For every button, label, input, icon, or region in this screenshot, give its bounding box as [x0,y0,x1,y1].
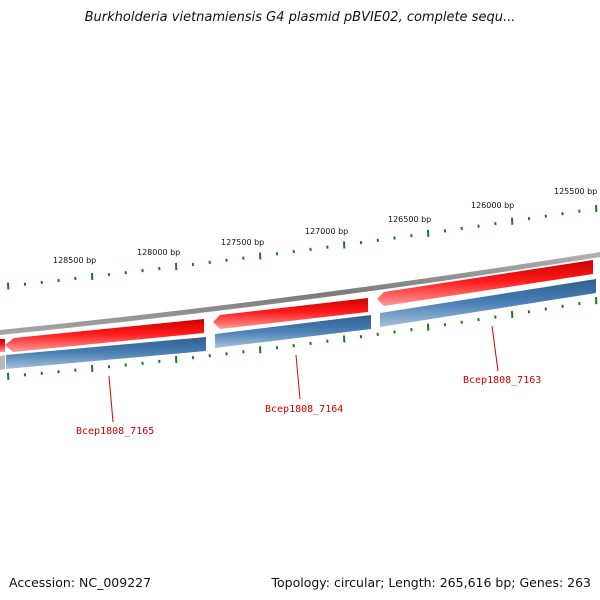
cds-feature-bcep1808-7163 [377,260,593,306]
leader-line-bcep1808-7165 [108,375,114,423]
gene-labels: Bcep1808_7165 Bcep1808_7164 Bcep1808_716… [76,375,541,437]
gene-label-bcep1808-7165: Bcep1808_7165 [76,426,154,437]
cds-feature-bcep1808-7164 [213,298,368,329]
tick-label-128500: 128500 bp [53,256,96,265]
tick-label-128000: 128000 bp [137,248,180,257]
outer-scale-ticks [7,205,598,290]
cds-feature-left-edge [0,339,5,352]
cds-feature-bcep1808-7165 [5,319,204,352]
tick-label-127000: 127000 bp [305,227,348,236]
inner-scale-ticks [7,297,598,380]
leader-line-bcep1808-7163 [491,325,499,372]
gene-feature-bcep1808-7163 [380,279,596,327]
gene-feature-left-edge [0,355,5,370]
map-title: Burkholderia vietnamiensis G4 plasmid pB… [84,10,516,25]
plasmid-backbone [0,252,600,335]
tick-label-125500: 125500 bp [554,187,597,196]
gene-features [0,279,596,370]
gene-feature-bcep1808-7164 [215,315,371,348]
tick-label-126000: 126000 bp [471,201,514,210]
gene-feature-bcep1808-7165 [6,337,206,369]
gene-label-leaders [108,325,499,423]
cds-features [0,260,593,352]
topology-summary-text: Topology: circular; Length: 265,616 bp; … [271,575,592,590]
tick-label-126500: 126500 bp [388,215,431,224]
scale-tick-labels: 128500 bp 128000 bp 127500 bp 127000 bp … [53,187,597,265]
tick-label-127500: 127500 bp [221,238,264,247]
gene-label-bcep1808-7164: Bcep1808_7164 [265,404,343,415]
leader-line-bcep1808-7164 [295,354,301,400]
gene-label-bcep1808-7163: Bcep1808_7163 [463,375,541,386]
accession-text: Accession: NC_009227 [9,575,152,590]
